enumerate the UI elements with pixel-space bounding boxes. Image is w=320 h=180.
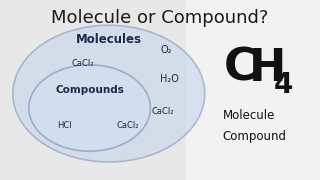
Text: Molecule or Compound?: Molecule or Compound? bbox=[51, 9, 269, 27]
Text: Molecule: Molecule bbox=[222, 109, 275, 122]
Text: CaCl₂: CaCl₂ bbox=[117, 122, 139, 130]
Ellipse shape bbox=[13, 25, 205, 162]
Text: O₂: O₂ bbox=[161, 45, 172, 55]
Text: H₂O: H₂O bbox=[160, 74, 179, 84]
Text: Compounds: Compounds bbox=[55, 85, 124, 95]
Text: HCl: HCl bbox=[57, 122, 71, 130]
Text: H: H bbox=[249, 47, 286, 90]
Text: Molecules: Molecules bbox=[76, 33, 142, 46]
Text: Compound: Compound bbox=[222, 130, 286, 143]
Bar bbox=[186, 0, 320, 180]
Text: CaCl₂: CaCl₂ bbox=[72, 58, 94, 68]
Text: C: C bbox=[224, 47, 257, 90]
Text: 4: 4 bbox=[274, 71, 293, 99]
Ellipse shape bbox=[29, 65, 150, 151]
Text: CaCl₂: CaCl₂ bbox=[152, 107, 174, 116]
